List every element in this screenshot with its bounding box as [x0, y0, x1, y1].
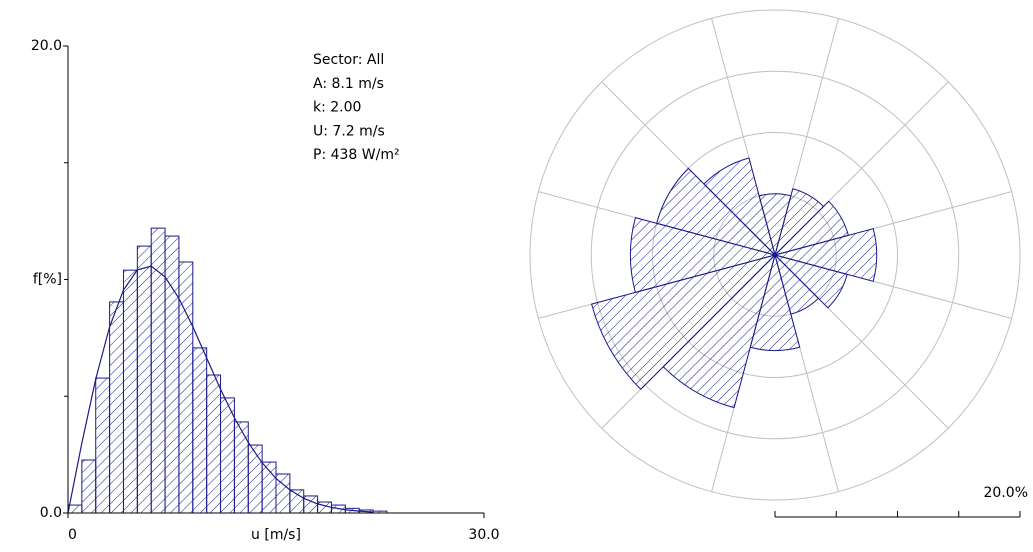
ring-grid: [529, 9, 1021, 501]
scale-label: 20.0%: [984, 485, 1028, 501]
annotation: Sector: All: [313, 52, 384, 68]
hist-bar: [192, 347, 208, 514]
hist-bar: [136, 245, 152, 514]
hist-bar: [220, 397, 235, 514]
hist-bar: [81, 459, 97, 514]
hist-bar: [95, 377, 111, 514]
ring-grid: [590, 70, 960, 440]
rose-sector: [773, 254, 848, 309]
rose-sector: [773, 228, 878, 282]
hist-bar: [67, 504, 83, 514]
fit-curve: [67, 265, 374, 514]
hist-bar: [178, 261, 194, 514]
rose-sector: [656, 167, 777, 256]
hist-bar: [164, 235, 180, 514]
hist-bar: [109, 301, 124, 514]
rose-sector: [590, 254, 777, 390]
rose-sector: [629, 216, 777, 294]
annotation: k: 2.00: [313, 100, 361, 116]
hist-bar: [247, 444, 263, 514]
y-tick-label: 20.0: [31, 38, 62, 54]
x-tick-label: 30.0: [468, 527, 499, 543]
hist-bar: [122, 269, 138, 514]
rose-sector: [703, 157, 776, 257]
y-axis-label: f[%]: [33, 272, 62, 288]
hist-bar: [206, 374, 222, 514]
x-axis-label: u [m/s]: [251, 527, 301, 543]
hist-bar: [317, 501, 332, 514]
hist-bar: [289, 489, 305, 514]
annotation: P: 438 W/m²: [313, 147, 400, 163]
x-tick-label: 0: [68, 527, 77, 543]
annotation: A: 8.1 m/s: [313, 76, 384, 92]
y-tick-label: 0.0: [40, 505, 62, 521]
hist-bar: [233, 421, 249, 514]
annotation: U: 7.2 m/s: [313, 123, 385, 139]
